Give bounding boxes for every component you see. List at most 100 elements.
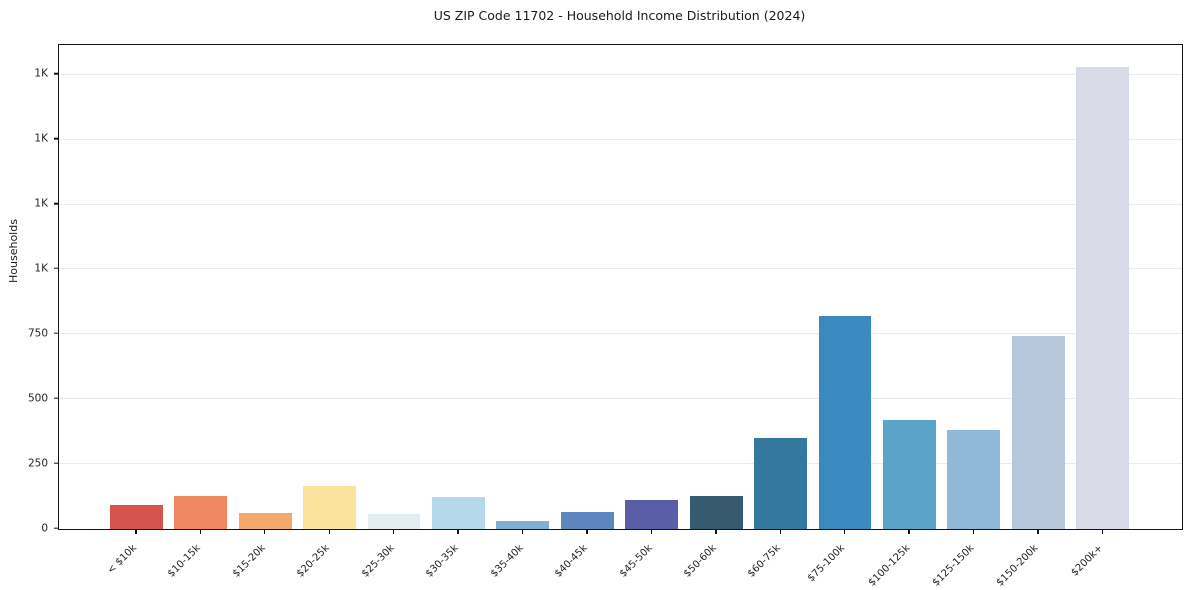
- x-tick-mark: [1101, 529, 1104, 534]
- x-tick-slot: [103, 529, 167, 535]
- y-tick-mark: [53, 138, 58, 140]
- x-tick-label: $20-25k: [295, 542, 333, 580]
- x-tick-mark: [844, 529, 846, 534]
- y-tick-mark: [53, 462, 58, 464]
- x-tick-slot: [1005, 529, 1069, 535]
- x-tick-label: $40-45k: [552, 542, 590, 580]
- y-tick-mark: [53, 397, 58, 399]
- x-tick-label: $45-50k: [617, 542, 655, 580]
- x-label-slot: $10-15k: [166, 536, 231, 590]
- bar-$40-45k: [560, 512, 614, 529]
- bar-slot: [297, 45, 361, 529]
- y-tick-label: 1K: [34, 262, 48, 275]
- bar-< $10k: [109, 504, 163, 529]
- x-label-slot: $35-40k: [488, 536, 554, 590]
- bar-$15-20k: [238, 512, 292, 529]
- y-tick-mark: [53, 267, 58, 270]
- gridline: [59, 463, 1182, 465]
- x-tick-mark: [199, 529, 202, 534]
- x-tick-mark: [650, 529, 653, 534]
- bar-$35-40k: [496, 520, 550, 529]
- x-label-slot: $200k+: [1070, 536, 1134, 590]
- x-tick-mark: [135, 529, 137, 534]
- bar-slot: [877, 45, 941, 529]
- x-tick-mark: [972, 529, 975, 534]
- x-tick-slot: [619, 529, 683, 535]
- bar-$30-35k: [431, 497, 485, 529]
- x-label-slot: $50-60k: [681, 536, 747, 590]
- bar-slot: [813, 45, 877, 529]
- bar-slot: [942, 45, 1006, 529]
- gridline: [59, 333, 1182, 335]
- bar-$100-125k: [883, 420, 936, 529]
- bar-$75-100k: [818, 315, 872, 529]
- x-tick-label: $10-15k: [166, 542, 204, 580]
- x-label-slot: $30-35k: [424, 536, 489, 590]
- x-tick-mark: [328, 529, 330, 534]
- plot-area: [58, 44, 1183, 530]
- bar-slot: [620, 45, 684, 529]
- y-tick-label: 1K: [34, 67, 48, 80]
- bar-$10-15k: [174, 496, 228, 529]
- x-tick-mark: [586, 529, 588, 534]
- x-tick-label: $25-30k: [359, 542, 397, 580]
- bar-slot: [684, 45, 748, 529]
- x-label-slot: $20-25k: [295, 536, 360, 590]
- x-label-slot: $150-200k: [995, 536, 1069, 590]
- x-tick-label: $75-100k: [806, 542, 848, 585]
- x-tick-slot: [554, 529, 618, 535]
- x-label-slot: $60-75k: [746, 536, 811, 590]
- x-tick-slot: [232, 529, 296, 535]
- bar-series: [59, 45, 1182, 529]
- x-tick-mark: [457, 529, 459, 534]
- x-axis-labels: < $10k $10-15k $15-20k $20-25k $25-30k $30-35…: [58, 536, 1181, 590]
- gridline: [59, 268, 1182, 270]
- x-tick-label: $60-75k: [746, 542, 784, 580]
- bar-slot: [362, 45, 426, 529]
- x-tick-mark: [908, 529, 910, 534]
- x-tick-slot: [167, 529, 231, 535]
- bar-slot: [491, 45, 555, 529]
- x-tick-mark: [779, 529, 781, 534]
- gridline: [59, 138, 1182, 140]
- bar-slot: [1006, 45, 1070, 529]
- x-axis-ticks: [58, 529, 1181, 535]
- bar-slot: [168, 45, 232, 529]
- bar-slot: [426, 45, 490, 529]
- y-tick-mark: [53, 73, 58, 75]
- chart-title: US ZIP Code 11702 - Household Income Dis…: [433, 8, 806, 23]
- x-tick-label: $35-40k: [488, 542, 526, 580]
- x-tick-slot: [747, 529, 811, 535]
- x-label-slot: $45-50k: [617, 536, 683, 590]
- bar-$50-60k: [689, 496, 743, 529]
- x-tick-slot: [490, 529, 554, 535]
- x-tick-label: $15-20k: [230, 542, 268, 580]
- y-tick-mark: [53, 332, 58, 335]
- bar-$20-25k: [303, 485, 356, 529]
- x-tick-slot: [683, 529, 747, 535]
- bar-$150-200k: [1011, 335, 1065, 529]
- y-tick-mark: [53, 527, 58, 529]
- bar-slot: [748, 45, 812, 529]
- x-tick-mark: [1037, 529, 1039, 534]
- gridline: [59, 203, 1182, 205]
- x-label-slot: $25-30k: [359, 536, 425, 590]
- x-tick-slot: [425, 529, 489, 535]
- x-tick-mark: [392, 529, 395, 534]
- y-tick-label: 250: [27, 456, 48, 469]
- gridline: [59, 398, 1182, 400]
- y-tick-label: 1K: [34, 132, 48, 145]
- bar-$125-150k: [947, 430, 1001, 529]
- x-tick-label: $50-60k: [681, 542, 719, 580]
- bar-$200k+: [1076, 67, 1130, 529]
- y-tick-mark: [53, 202, 58, 205]
- x-tick-slot: [1070, 529, 1134, 535]
- bar-$25-30k: [367, 513, 421, 529]
- x-tick-slot: [296, 529, 360, 535]
- x-tick-slot: [361, 529, 425, 535]
- x-tick-slot: [941, 529, 1005, 535]
- x-tick-label: $200k+: [1069, 542, 1106, 579]
- x-tick-mark: [521, 529, 524, 534]
- y-tick-label: 750: [27, 327, 48, 340]
